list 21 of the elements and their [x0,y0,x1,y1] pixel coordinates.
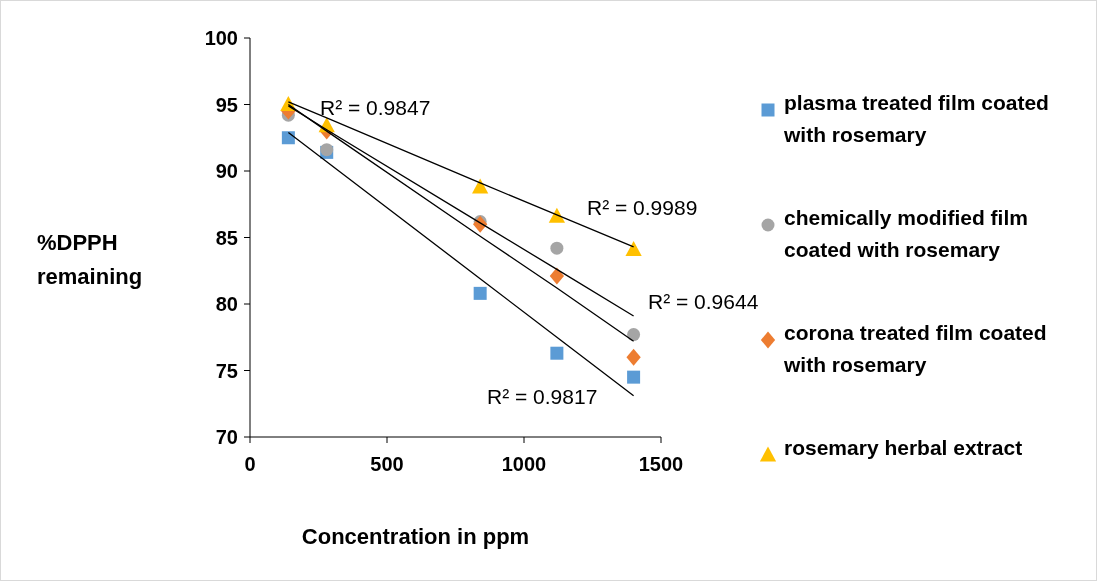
y-tick-label: 80 [215,293,238,315]
x-tick-label: 0 [244,453,256,475]
y-tick-label: 95 [215,93,238,116]
annotation: R² = 0.9817 [487,385,598,409]
annotation: R² = 0.9644 [648,290,759,314]
legend-label: rosemary herbal extract [784,436,1023,459]
y-tick-label: 90 [215,160,238,182]
legend-label: plasma treated film coated with rosemary [783,91,1049,146]
y-axis-title: %DPPH remaining [37,230,143,289]
annotation: R² = 0.9847 [320,96,431,120]
y-tick-label: 85 [215,226,238,249]
y-tick-label: 75 [215,359,238,382]
legend-label: corona treated film coated with rosemary [783,321,1047,376]
x-axis-title: Concentration in ppm [301,524,530,549]
legend-label: chemically modified film coated with rosemary [784,206,1028,261]
x-tick-label: 1000 [501,453,547,475]
x-tick-label: 1500 [638,453,684,475]
x-tick-label: 500 [370,453,404,475]
y-tick-label: 100 [204,27,238,49]
annotation: R² = 0.9989 [587,196,698,220]
y-tick-label: 70 [215,426,238,448]
